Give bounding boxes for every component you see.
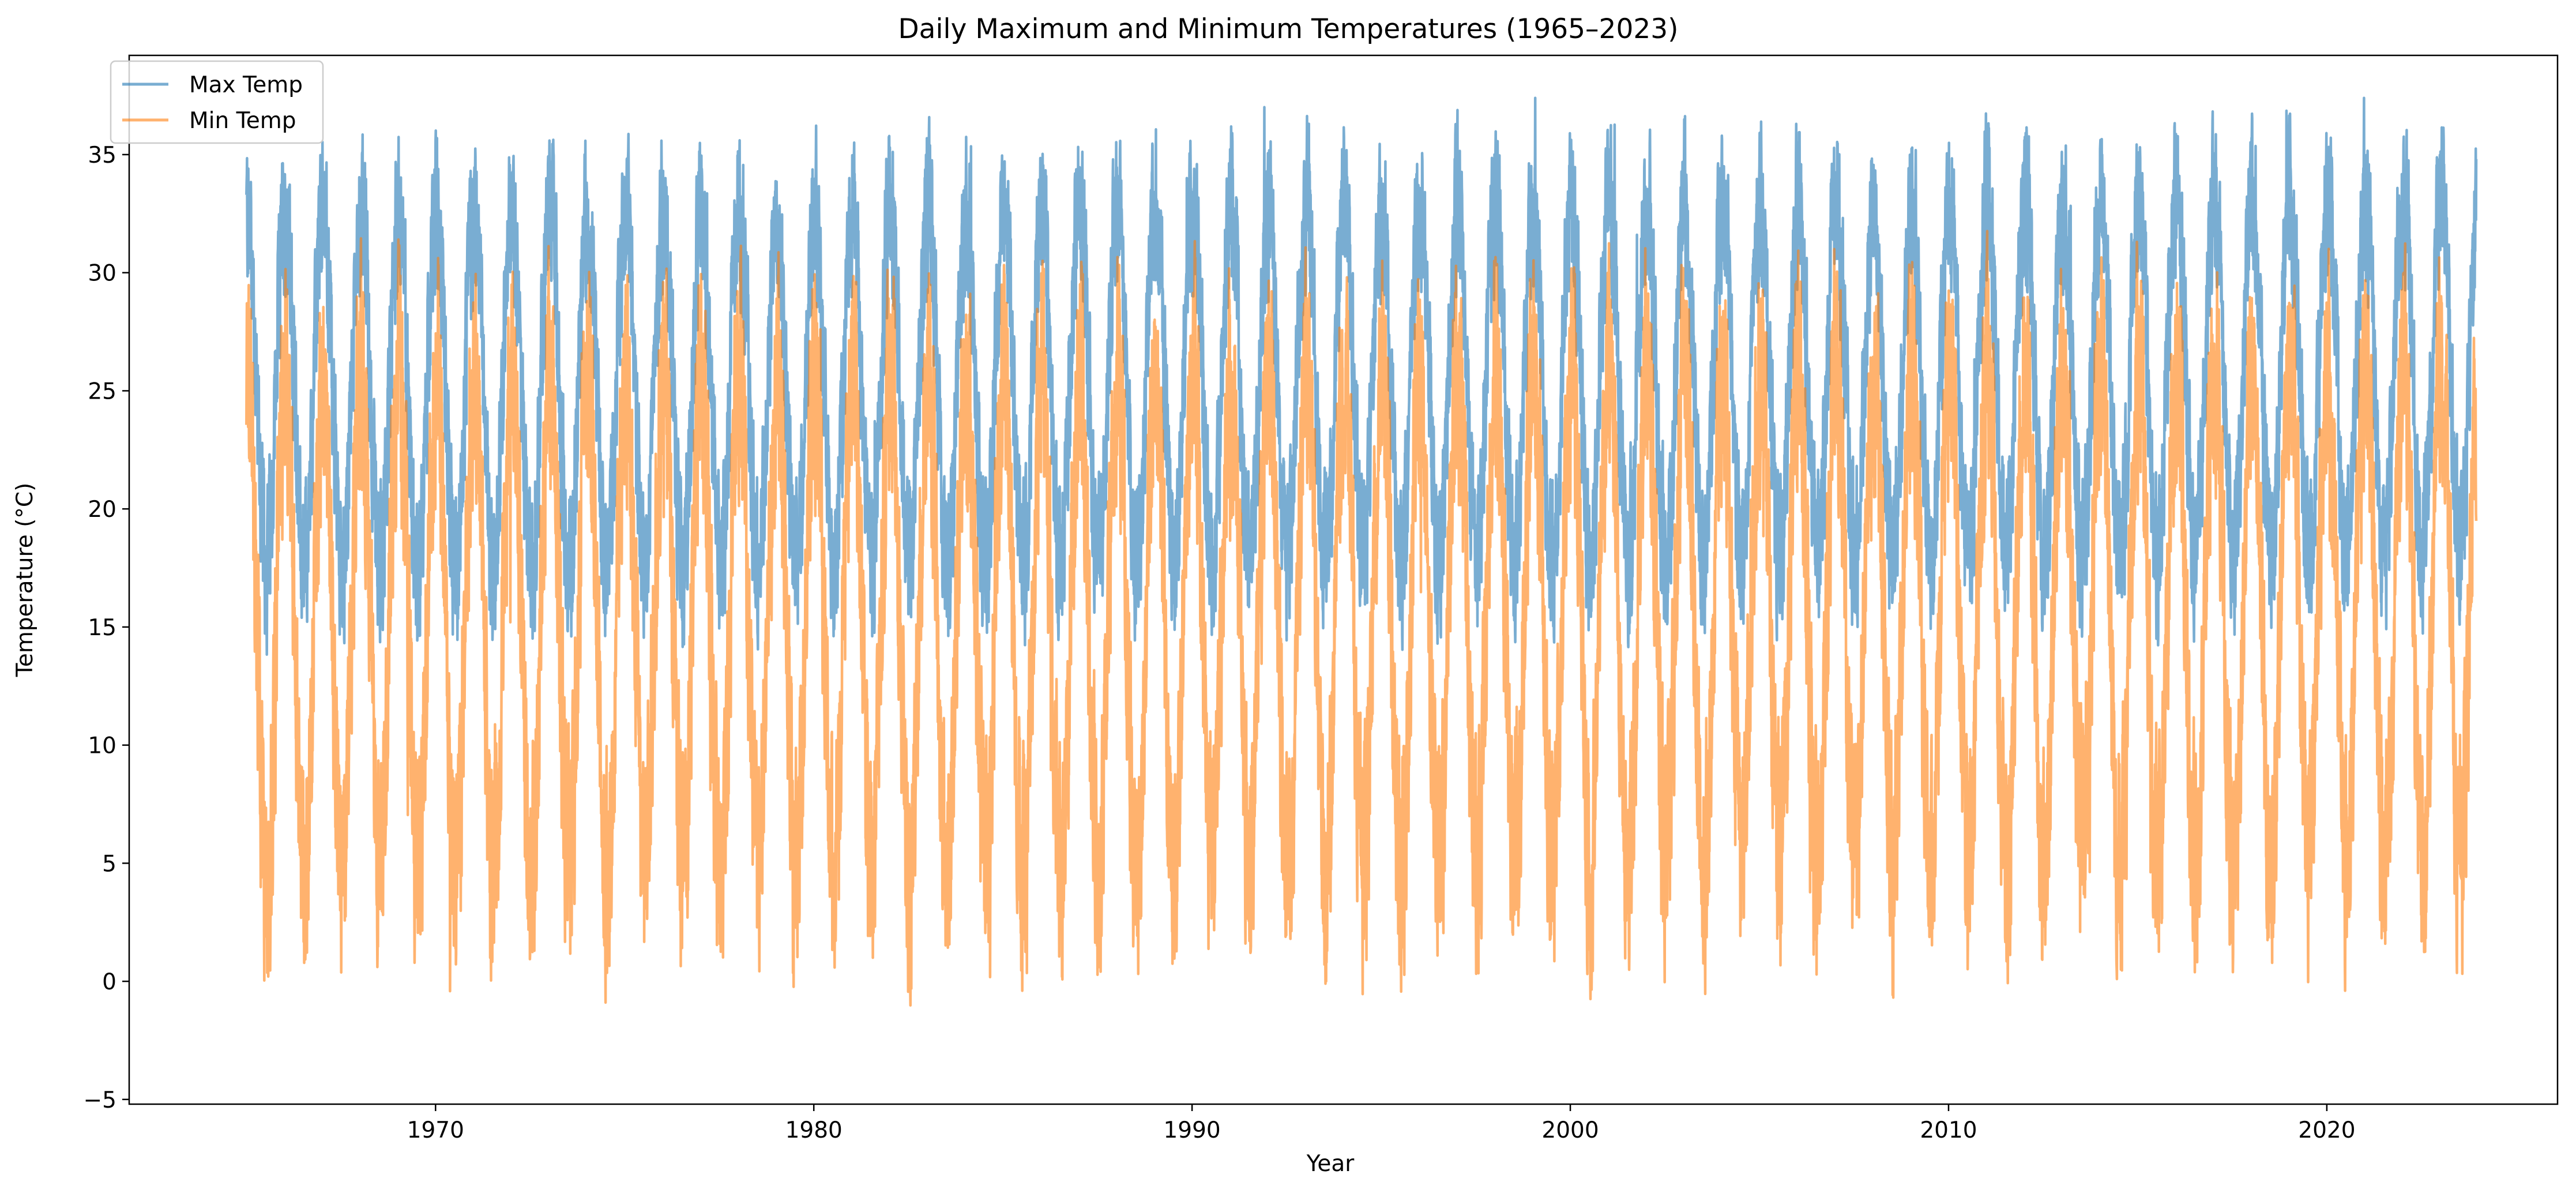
legend-label-max-temp: Max Temp [189, 72, 303, 98]
series-line-min-temp [245, 230, 2478, 1007]
x-tick-label-1980: 1980 [785, 1117, 843, 1143]
x-axis-label: Year [1306, 1151, 1355, 1177]
y-tick-label-10: 10 [88, 733, 116, 759]
y-axis-label: Temperature (°C) [12, 483, 38, 678]
y-axis: −5 0 5 10 15 20 25 30 35 [84, 142, 129, 1113]
plot-frame [128, 54, 2559, 1105]
y-tick-label-0: 0 [102, 969, 116, 995]
x-tick-label-2000: 2000 [1541, 1117, 1599, 1143]
x-tick-label-2020: 2020 [2298, 1117, 2355, 1143]
y-tick-label-15: 15 [88, 615, 116, 641]
x-axis: 1970 1980 1990 2000 2010 2020 [407, 1104, 2356, 1143]
x-tick-label-2010: 2010 [1920, 1117, 1977, 1143]
y-tick-label--5: −5 [84, 1087, 117, 1113]
y-tick-label-35: 35 [88, 142, 116, 168]
series-line-max-temp [245, 96, 2478, 656]
x-tick-label-1970: 1970 [407, 1117, 464, 1143]
y-tick-label-30: 30 [88, 261, 116, 287]
y-tick-label-20: 20 [88, 497, 116, 523]
y-tick-label-5: 5 [102, 851, 116, 877]
legend-label-min-temp: Min Temp [189, 108, 296, 134]
y-tick-label-25: 25 [88, 378, 116, 404]
chart-title: Daily Maximum and Minimum Temperatures (… [898, 13, 1678, 45]
series-layer [245, 96, 2478, 1007]
x-tick-label-1990: 1990 [1163, 1117, 1220, 1143]
legend: Max Temp Min Temp [110, 60, 324, 144]
legend-frame [110, 60, 324, 144]
